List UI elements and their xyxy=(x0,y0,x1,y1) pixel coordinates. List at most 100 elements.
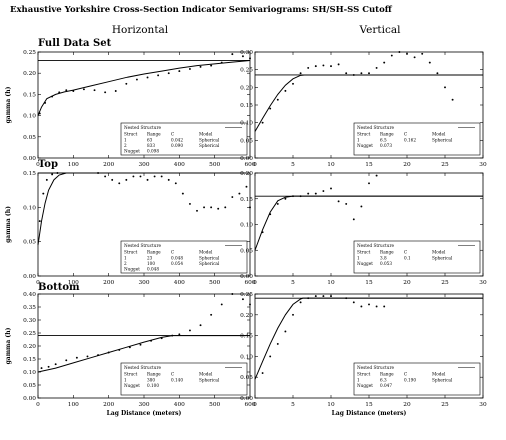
x-tick-label: 5 xyxy=(291,402,295,408)
y-tick-label: 0.05 xyxy=(23,135,36,141)
legend-header: Range xyxy=(380,372,394,377)
legend-nugget-label: Nugget xyxy=(124,267,140,272)
legend-title: Nested Structure xyxy=(357,365,394,370)
data-point xyxy=(56,172,59,174)
data-point xyxy=(220,303,223,306)
data-point xyxy=(118,348,121,351)
data-point xyxy=(132,175,135,178)
y-tick-label: 0.15 xyxy=(23,357,36,363)
legend-header: Model xyxy=(199,132,213,137)
x-tick-label: 0 xyxy=(253,280,257,286)
y-tick-label: 0.25 xyxy=(240,292,253,298)
x-tick-label: 15 xyxy=(365,402,373,408)
data-point xyxy=(375,305,378,308)
data-point xyxy=(314,192,317,195)
data-point xyxy=(406,52,408,55)
y-tick-label: 0.30 xyxy=(23,318,36,324)
data-point xyxy=(146,76,149,79)
data-point xyxy=(157,74,160,77)
legend-cell: 1 xyxy=(357,256,360,261)
y-tick-label: 0.20 xyxy=(240,313,253,319)
data-point xyxy=(86,355,89,358)
y-tick-label: 0.20 xyxy=(23,344,36,350)
data-point xyxy=(284,89,287,92)
legend-nugget-label: Nugget xyxy=(124,149,140,154)
x-tick-label: 15 xyxy=(365,280,373,286)
data-point xyxy=(146,178,149,181)
legend-cell: 6.3 xyxy=(380,378,387,383)
data-point xyxy=(107,351,110,354)
data-point xyxy=(167,72,170,75)
data-point xyxy=(128,346,131,349)
legend-nugget-value: 0.048 xyxy=(147,267,159,272)
data-point xyxy=(322,64,325,67)
data-point xyxy=(413,56,416,59)
data-point xyxy=(125,178,128,181)
data-point xyxy=(261,121,264,124)
legend-header: Model xyxy=(199,250,213,255)
x-tick-label: 100 xyxy=(68,162,79,168)
legend-header: Range xyxy=(147,132,161,137)
y-axis-label: gamma (h) xyxy=(5,327,12,364)
x-tick-label: 15 xyxy=(365,162,373,168)
legend-cell: 1 xyxy=(124,378,127,383)
legend-header: Model xyxy=(432,250,446,255)
legend-header: Model xyxy=(432,372,446,377)
legend-header: C xyxy=(171,250,174,255)
data-point xyxy=(299,301,302,304)
y-tick-label: 0.05 xyxy=(240,138,253,144)
y-tick-label: 0.10 xyxy=(240,223,253,229)
x-tick-label: 10 xyxy=(327,402,335,408)
data-point xyxy=(314,295,317,298)
data-point xyxy=(104,91,107,94)
legend-cell: 100 xyxy=(147,261,155,266)
x-tick-label: 5 xyxy=(291,280,295,286)
y-tick-label: 0.10 xyxy=(240,354,253,360)
data-point xyxy=(352,74,355,76)
y-tick-label: 0.00 xyxy=(240,274,253,280)
data-point xyxy=(276,202,279,205)
data-point xyxy=(65,359,68,362)
data-point xyxy=(210,206,213,209)
x-tick-label: 0 xyxy=(253,402,257,408)
data-point xyxy=(139,343,142,346)
legend-nugget-value: 0.047 xyxy=(380,383,392,388)
data-point xyxy=(249,57,251,60)
legend-cell: 23 xyxy=(147,256,153,261)
legend-title: Nested Structure xyxy=(124,365,161,370)
data-point xyxy=(196,209,198,212)
legend-header: Struct xyxy=(124,372,138,377)
y-tick-label: 0.20 xyxy=(240,171,253,177)
y-axis-label: gamma (h) xyxy=(5,86,12,123)
legend-cell: 0.054 xyxy=(171,261,183,266)
data-point xyxy=(451,98,454,101)
data-point xyxy=(160,175,163,178)
data-point xyxy=(72,90,75,92)
panel-1-1: 0 5 10 15 20 25 30 0.00 0.05 0.10 0.15 0.20 Nested S… xyxy=(240,171,487,286)
legend-header: Model xyxy=(432,132,446,137)
data-point xyxy=(360,205,363,208)
legend-cell: 1 xyxy=(124,256,127,261)
data-point xyxy=(199,324,202,327)
x-tick-label: 0 xyxy=(36,280,40,286)
data-point xyxy=(276,342,279,345)
legend-cell: 1 xyxy=(357,138,360,143)
y-tick-label: 0.20 xyxy=(240,85,253,91)
legend-box xyxy=(353,362,481,396)
y-tick-label: 0.20 xyxy=(23,71,36,77)
legend-header: Range xyxy=(147,372,161,377)
x-tick-label: 300 xyxy=(138,280,149,286)
x-tick-label: 20 xyxy=(403,402,411,408)
y-tick-label: 0.00 xyxy=(23,396,36,402)
legend-box xyxy=(120,362,248,396)
legend-header: Struct xyxy=(357,250,371,255)
data-point xyxy=(436,72,439,75)
x-tick-label: 30 xyxy=(479,162,487,168)
data-point xyxy=(51,173,54,176)
data-point xyxy=(345,72,348,75)
y-tick-label: 0.25 xyxy=(240,68,253,74)
legend-cell: Spherical xyxy=(199,378,220,383)
data-point xyxy=(307,297,310,300)
x-tick-label: 200 xyxy=(103,162,114,168)
